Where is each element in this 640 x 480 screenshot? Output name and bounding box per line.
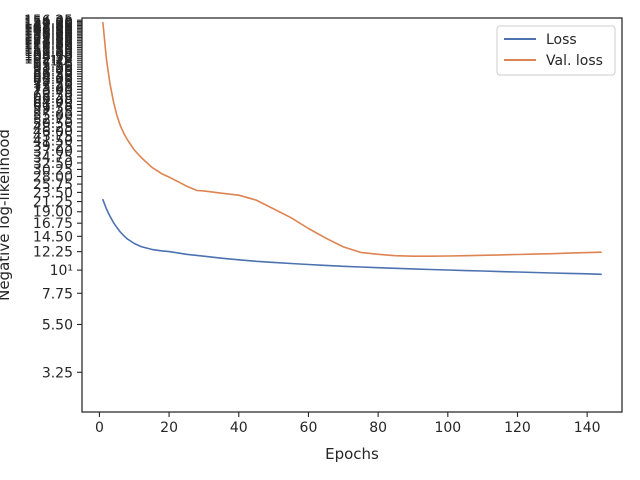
- y-tick-label: 21.25: [33, 195, 73, 211]
- y-tick-label: 43.75: [33, 129, 73, 145]
- x-tick-label: 100: [434, 420, 461, 436]
- y-tick-label: 68.50: [33, 88, 73, 104]
- y-axis-ticks: 3.25 5.50 7.75 10¹ 12.2514.5016.7519.0021.25…: [24, 13, 82, 381]
- y-tick-label: 77.50: [33, 77, 73, 93]
- y-tick-label: 66.25: [33, 91, 73, 107]
- y-tick-label: 10¹: [50, 263, 73, 279]
- y-tick-label: 52.75: [33, 112, 73, 128]
- legend-label-loss: Loss: [546, 32, 577, 48]
- series-line-loss: [102, 198, 602, 276]
- y-tick-label: 147.25: [24, 19, 73, 35]
- y-tick-label: 86.50: [33, 67, 73, 83]
- y-tick-label: 136.00: [24, 26, 73, 42]
- y-tick-label: 129.25: [24, 30, 73, 46]
- y-tick-label: 25.75: [33, 177, 73, 193]
- y-tick-label: 91.00: [33, 62, 73, 78]
- y-tick-label: 102.25: [24, 52, 73, 68]
- y-tick-label: 48.25: [33, 120, 73, 136]
- plot-frame: [81, 17, 623, 413]
- y-tick-label: 124.75: [24, 34, 73, 50]
- y-tick-label: 120.25: [24, 37, 73, 53]
- y-tick-label: 95.50: [33, 58, 73, 74]
- legend-label-val-loss: Val. loss: [546, 53, 603, 69]
- y-tick-label: 140.50: [24, 23, 73, 39]
- y-tick-label: 37.00: [33, 144, 73, 160]
- y-tick-label: 75.25: [33, 80, 73, 96]
- y-tick-label: 82.00: [33, 72, 73, 88]
- y-tick-label: 97.75: [33, 56, 73, 72]
- y-tick-label: 73.00: [33, 82, 73, 98]
- y-tick-label: 70.75: [33, 85, 73, 101]
- x-axis-ticks: 0 20 40 60 80 100 120 140: [95, 412, 601, 436]
- y-tick-label: 109.00: [24, 46, 73, 62]
- y-tick-label: 115.75: [24, 40, 73, 56]
- legend: Loss Val. loss: [496, 25, 616, 76]
- x-tick-label: 0: [95, 420, 104, 436]
- y-tick-label: 145.00: [24, 20, 73, 36]
- y-tick-label: 23.50: [33, 185, 73, 201]
- y-tick-label: 5.50: [42, 317, 73, 333]
- y-tick-label: 138.25: [24, 24, 73, 40]
- y-tick-label: 41.50: [33, 134, 73, 150]
- y-tick-label: 93.25: [33, 60, 73, 76]
- y-tick-label: 55.00: [33, 108, 73, 124]
- x-tick-label: 120: [504, 420, 531, 436]
- x-axis-label: Epochs: [325, 445, 379, 463]
- y-tick-label: 111.25: [24, 44, 73, 60]
- y-tick-label: 88.75: [33, 65, 73, 81]
- y-tick-label: 133.75: [24, 27, 73, 43]
- y-tick-label: 3.25: [42, 365, 73, 381]
- y-tick-label: 131.50: [24, 29, 73, 45]
- y-tick-label: 46.00: [33, 124, 73, 140]
- plot-background: [82, 18, 622, 412]
- y-tick-label: 113.50: [24, 42, 73, 58]
- y-tick-label: 79.75: [33, 74, 73, 90]
- y-tick-label: 106.75: [24, 48, 73, 64]
- y-tick-label: 19.00: [33, 205, 73, 221]
- y-axis-label: Negative log-likelihood: [0, 129, 13, 301]
- y-tick-label: 34.75: [33, 150, 73, 166]
- y-tick-label: 12.25: [33, 245, 73, 261]
- y-tick-label: 50.50: [33, 116, 73, 132]
- x-tick-label: 40: [230, 420, 248, 436]
- x-tick-label: 80: [369, 420, 387, 436]
- y-tick-label: 16.75: [33, 216, 73, 232]
- y-tick-label: 7.75: [42, 286, 73, 302]
- y-tick-label: 104.50: [24, 50, 73, 66]
- x-tick-label: 60: [300, 420, 318, 436]
- x-tick-label: 140: [574, 420, 601, 436]
- y-tick-label: 149.50: [24, 17, 73, 33]
- y-tick-label: 122.50: [24, 35, 73, 51]
- y-tick-label: 142.75: [24, 21, 73, 37]
- x-tick-label: 20: [160, 420, 178, 436]
- series-line-val-loss: [102, 21, 602, 257]
- y-tick-label: 14.50: [33, 229, 73, 245]
- y-tick-label: 84.25: [33, 69, 73, 85]
- y-tick-label: 151.75: [24, 16, 73, 32]
- y-tick-label: 10²: [50, 54, 73, 70]
- y-tick-label: 32.50: [33, 156, 73, 172]
- y-tick-label: 64.00: [33, 94, 73, 110]
- y-tick-label: 30.25: [33, 162, 73, 178]
- y-tick-label: 156.25: [24, 13, 73, 29]
- y-tick-label: 39.25: [33, 139, 73, 155]
- y-tick-label: 28.00: [33, 169, 73, 185]
- y-tick-label: 127.00: [24, 32, 73, 48]
- series-layer: [102, 21, 602, 276]
- y-tick-label: 154.00: [24, 14, 73, 30]
- y-tick-label: 61.75: [33, 98, 73, 114]
- y-tick-label: 59.50: [33, 101, 73, 117]
- y-tick-label: 118.00: [24, 39, 73, 55]
- y-tick-label: 57.25: [33, 104, 73, 120]
